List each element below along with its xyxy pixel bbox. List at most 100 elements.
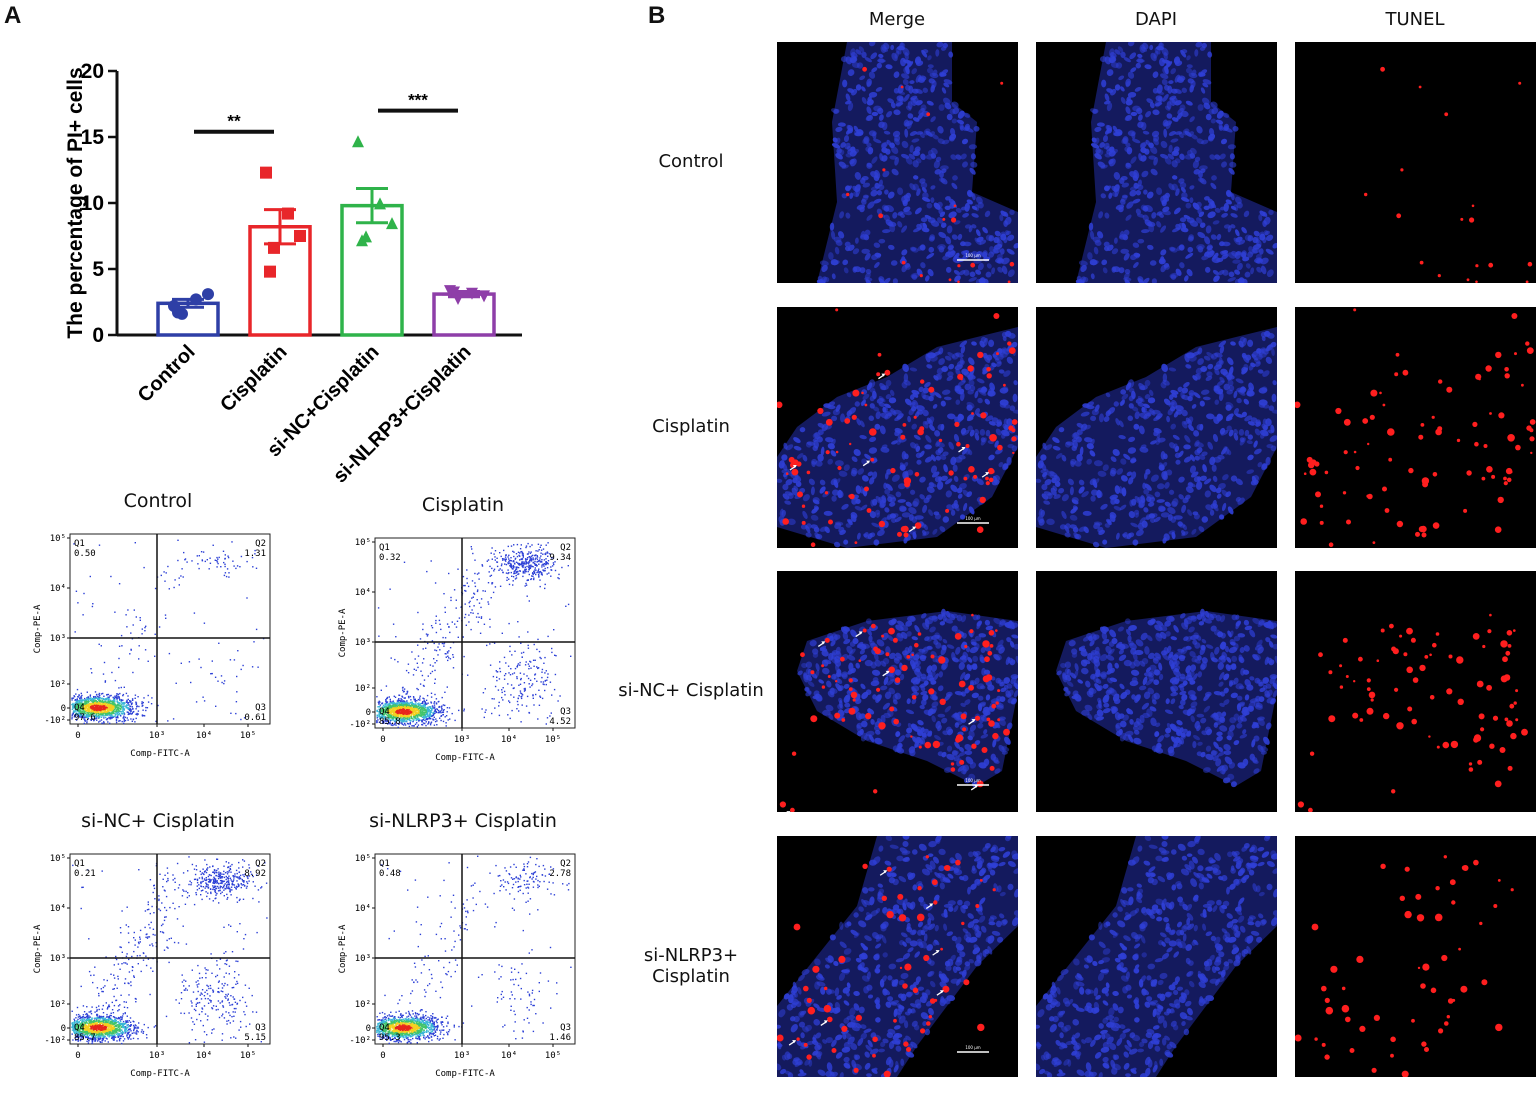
event-dot bbox=[187, 870, 189, 872]
event-dot bbox=[211, 1032, 213, 1034]
event-dot bbox=[122, 1033, 124, 1035]
event-dot bbox=[544, 553, 546, 555]
event-dot bbox=[104, 700, 107, 702]
event-dot bbox=[407, 707, 409, 709]
event-dot bbox=[448, 626, 450, 628]
event-dot bbox=[116, 713, 118, 715]
event-dot bbox=[82, 886, 84, 888]
event-dot bbox=[383, 715, 385, 718]
event-dot bbox=[401, 714, 403, 716]
event-dot bbox=[525, 563, 527, 565]
event-dot bbox=[428, 708, 430, 711]
event-dot bbox=[394, 704, 397, 706]
event-dot bbox=[117, 975, 119, 978]
event-dot bbox=[174, 907, 176, 910]
event-dot bbox=[93, 712, 96, 715]
event-dot bbox=[448, 572, 450, 575]
event-dot bbox=[107, 709, 110, 712]
event-dot bbox=[493, 570, 495, 572]
event-dot bbox=[97, 705, 99, 708]
event-dot bbox=[413, 711, 415, 713]
event-dot bbox=[204, 870, 207, 872]
event-dot bbox=[98, 699, 100, 701]
event-dot bbox=[526, 553, 529, 555]
event-dot bbox=[102, 1034, 104, 1036]
event-dot bbox=[166, 946, 168, 948]
event-dot bbox=[139, 929, 142, 932]
event-dot bbox=[111, 705, 113, 708]
event-dot bbox=[204, 1013, 207, 1015]
event-dot bbox=[126, 1037, 129, 1039]
event-dot bbox=[411, 701, 413, 703]
event-dot bbox=[117, 978, 119, 980]
event-dot bbox=[543, 559, 546, 561]
event-dot bbox=[435, 703, 438, 705]
event-dot bbox=[114, 702, 116, 704]
event-dot bbox=[491, 567, 493, 570]
event-dot bbox=[418, 718, 420, 721]
event-dot bbox=[393, 710, 396, 712]
event-dot bbox=[147, 958, 150, 960]
event-dot bbox=[442, 704, 445, 706]
quadrant-label: Q4 bbox=[74, 703, 85, 713]
event-dot bbox=[223, 873, 225, 875]
event-dot bbox=[412, 705, 414, 707]
event-dot bbox=[217, 887, 220, 889]
event-dot bbox=[83, 1017, 86, 1019]
event-dot bbox=[226, 959, 228, 961]
event-dot bbox=[231, 863, 233, 866]
event-dot bbox=[514, 667, 517, 670]
event-dot bbox=[233, 565, 235, 567]
event-dot bbox=[542, 681, 545, 683]
event-dot bbox=[411, 707, 413, 709]
event-dot bbox=[523, 690, 526, 692]
event-dot bbox=[88, 714, 91, 716]
event-dot bbox=[471, 609, 473, 611]
event-dot bbox=[484, 590, 486, 592]
event-dot bbox=[410, 716, 412, 718]
event-dot bbox=[431, 705, 434, 707]
event-dot bbox=[131, 720, 133, 722]
flow-plot-title: Cisplatin bbox=[421, 494, 505, 516]
event-dot bbox=[239, 999, 241, 1002]
event-dot bbox=[92, 712, 94, 714]
event-dot bbox=[391, 710, 393, 712]
event-dot bbox=[104, 699, 106, 701]
event-dot bbox=[191, 1002, 193, 1004]
event-dot bbox=[132, 699, 134, 701]
event-dot bbox=[83, 702, 85, 705]
event-dot bbox=[458, 617, 461, 619]
event-dot bbox=[97, 711, 99, 713]
event-dot bbox=[507, 572, 509, 575]
event-dot bbox=[212, 886, 215, 889]
data-point bbox=[268, 241, 280, 254]
event-dot bbox=[388, 710, 390, 712]
event-dot bbox=[494, 707, 496, 709]
event-dot bbox=[93, 704, 95, 707]
event-dot bbox=[436, 724, 438, 726]
event-dot bbox=[116, 987, 118, 989]
event-dot bbox=[516, 555, 519, 558]
event-dot bbox=[110, 575, 112, 578]
event-dot bbox=[546, 679, 548, 681]
event-dot bbox=[499, 568, 501, 570]
event-dot bbox=[167, 879, 169, 882]
event-dot bbox=[428, 710, 430, 712]
event-dot bbox=[110, 704, 112, 706]
event-dot bbox=[204, 859, 206, 861]
event-dot bbox=[428, 706, 430, 708]
event-dot bbox=[545, 562, 548, 564]
event-dot bbox=[200, 1020, 202, 1022]
event-dot bbox=[108, 705, 111, 707]
event-dot bbox=[134, 944, 136, 946]
event-dot bbox=[394, 712, 397, 715]
event-dot bbox=[91, 698, 93, 701]
event-dot bbox=[412, 674, 415, 676]
event-dot bbox=[89, 575, 91, 578]
event-dot bbox=[381, 720, 384, 722]
event-dot bbox=[92, 706, 94, 708]
event-dot bbox=[180, 575, 182, 577]
event-dot bbox=[427, 707, 430, 710]
event-dot bbox=[142, 952, 145, 954]
event-dot bbox=[518, 684, 520, 686]
